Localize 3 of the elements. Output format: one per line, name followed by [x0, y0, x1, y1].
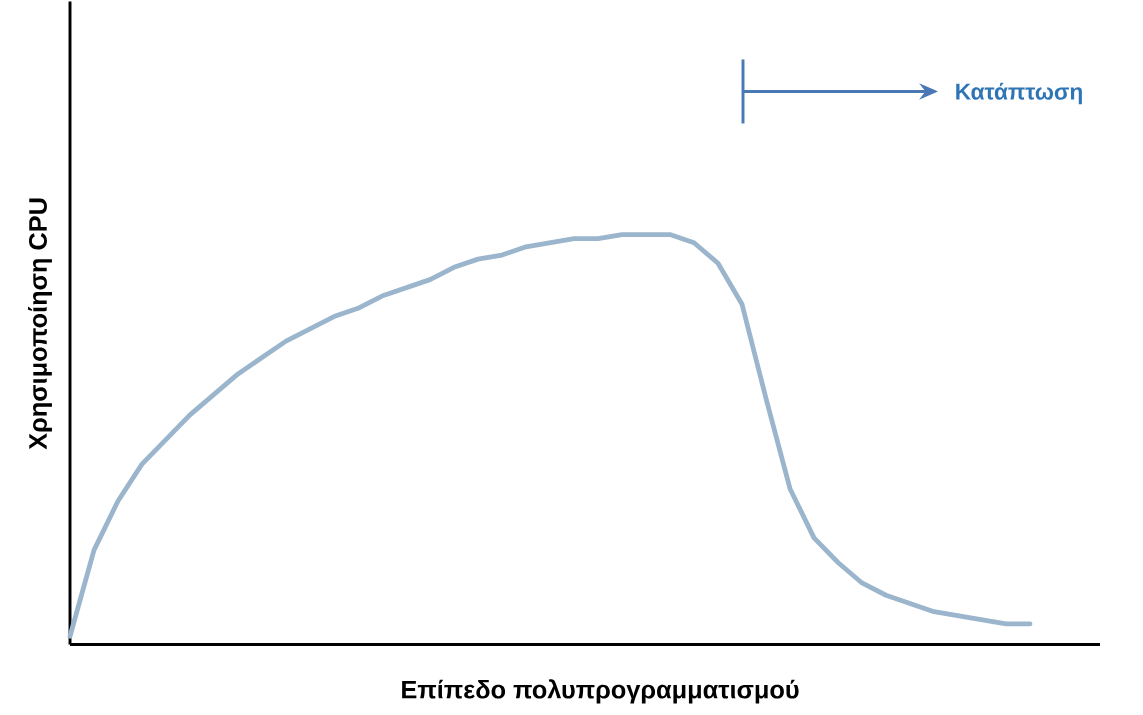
x-axis-title: Επίπεδο πολυπρογραμματισμού — [402, 679, 799, 704]
text: Κατάπτωση — [956, 82, 1082, 104]
y-axis-title: Χρησιμοποίηση CPU — [28, 198, 52, 450]
